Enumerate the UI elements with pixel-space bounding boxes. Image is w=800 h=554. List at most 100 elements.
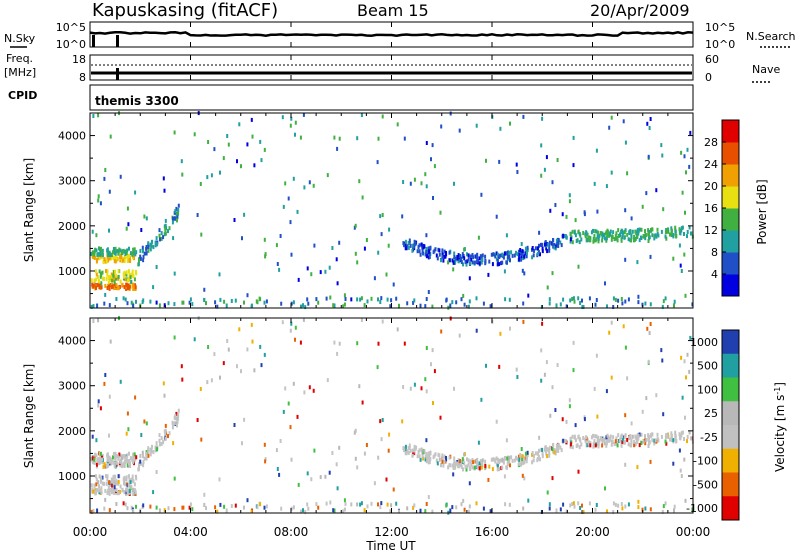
power-cell-490 (534, 246, 537, 251)
power-cell-674 (584, 234, 587, 239)
power-cell-740 (640, 236, 643, 240)
power-cell-136 (135, 271, 138, 276)
velocity-cell-927 (439, 415, 442, 420)
power-cell-320 (145, 246, 148, 251)
power-cell-312 (152, 245, 155, 250)
time-tick-1: 04:00 (173, 525, 208, 539)
power-cell-378 (539, 252, 541, 257)
velocity-cell-1099 (142, 503, 145, 508)
velocity-cell-654 (627, 442, 630, 447)
velocity-cell-140 (127, 483, 130, 488)
velocity-cell-56 (108, 488, 111, 493)
velocity-cell-352 (176, 423, 178, 428)
velocity-cell-130 (103, 481, 105, 486)
power-cell-990 (569, 237, 572, 242)
velocity-cell-613 (478, 466, 481, 471)
power-cell-323 (164, 223, 167, 228)
noise-right-tick-bottom: 10^0 (705, 38, 735, 51)
velocity-colorbar-swatch-6 (722, 472, 739, 497)
power-colorbar-swatch-2 (722, 230, 739, 253)
power-cell-829 (365, 238, 368, 242)
velocity-cell-330 (160, 441, 163, 446)
velocity-cell-1039 (173, 476, 176, 481)
velocity-cell-692 (665, 433, 668, 437)
velocity-cell-492 (496, 463, 499, 468)
velocity-cell-1179 (468, 504, 471, 509)
power-cell-935 (524, 246, 527, 251)
power-cell-718 (595, 229, 598, 234)
velocity-cell-962 (505, 438, 508, 443)
velocity-cell-1110 (130, 505, 133, 510)
velocity-cell-287 (107, 455, 110, 460)
power-cell-1020 (626, 171, 629, 176)
power-cell-676 (680, 226, 683, 231)
power-cell-437 (481, 253, 484, 258)
power-cell-819 (666, 228, 669, 233)
velocity-cell-948 (303, 390, 306, 395)
velocity-cell-117 (125, 477, 128, 482)
power-cell-899 (430, 157, 432, 162)
power-cell-287 (107, 250, 110, 255)
power-cell-454 (521, 256, 524, 261)
velocity-cell-513 (541, 447, 544, 452)
power-cell-141 (131, 269, 134, 274)
velocity-cell-1040 (302, 317, 305, 322)
power-cell-582 (421, 249, 424, 254)
power-cell-814 (621, 229, 623, 234)
velocity-cell-543 (481, 462, 483, 466)
velocity-cell-542 (464, 464, 467, 469)
power-cell-519 (496, 262, 499, 267)
power-cell-525 (508, 254, 511, 259)
velocity-cell-900 (122, 501, 125, 506)
power-cell-967 (660, 143, 663, 148)
power-cell-286 (97, 252, 100, 257)
power-cell-792 (582, 231, 585, 235)
power-cell-906 (296, 209, 299, 214)
power-cell-775 (620, 238, 623, 243)
velocity-colorbar-tick-1: 500 (697, 360, 718, 373)
power-cell-553 (421, 245, 424, 250)
power-cell-1186 (302, 303, 304, 308)
velocity-cell-897 (627, 502, 630, 507)
velocity-cell-755 (669, 437, 671, 442)
power-cell-1098 (173, 302, 176, 307)
velocity-cell-397 (463, 461, 466, 466)
power-cell-1181 (243, 300, 245, 305)
velocity-cell-832 (246, 498, 249, 503)
velocity-cell-1044 (678, 448, 681, 453)
velocity-cell-896 (324, 474, 327, 479)
power-cell-1112 (581, 305, 584, 309)
velocity-cell-69 (115, 488, 118, 493)
velocity-cell-134 (125, 475, 128, 480)
velocity-cell-267 (125, 455, 128, 460)
power-cell-544 (508, 250, 511, 255)
velocity-cell-665 (605, 441, 608, 446)
power-cell-226 (110, 253, 113, 258)
power-cell-528 (473, 260, 476, 265)
velocity-cell-866 (251, 339, 254, 344)
velocity-cell-890 (373, 481, 376, 486)
power-cell-570 (452, 260, 455, 265)
velocity-cell-1102 (691, 507, 694, 512)
power-cell-69 (115, 283, 118, 288)
power-cell-785 (630, 233, 633, 238)
velocity-cell-1142 (565, 509, 568, 514)
velocity-cell-999 (306, 471, 309, 476)
power-cell-140 (127, 278, 130, 283)
power-cell-1113 (482, 301, 485, 306)
velocity-cell-211 (128, 459, 131, 463)
velocity-cell-1144 (205, 506, 207, 511)
power-cell-896 (324, 269, 327, 274)
velocity-cell-84 (106, 474, 109, 479)
power-cell-573 (461, 252, 464, 257)
velocity-cell-547 (503, 456, 506, 461)
power-cell-343 (145, 251, 148, 256)
velocity-cell-1093 (216, 509, 219, 514)
velocity-cell-212 (98, 461, 101, 465)
power-yaxis-tick-2: 3000 (58, 175, 86, 188)
velocity-cell-928 (376, 365, 379, 370)
power-cell-333 (171, 220, 174, 225)
velocity-cell-1037 (680, 355, 683, 360)
velocity-cell-820 (343, 507, 346, 512)
power-cell-470 (460, 260, 463, 264)
